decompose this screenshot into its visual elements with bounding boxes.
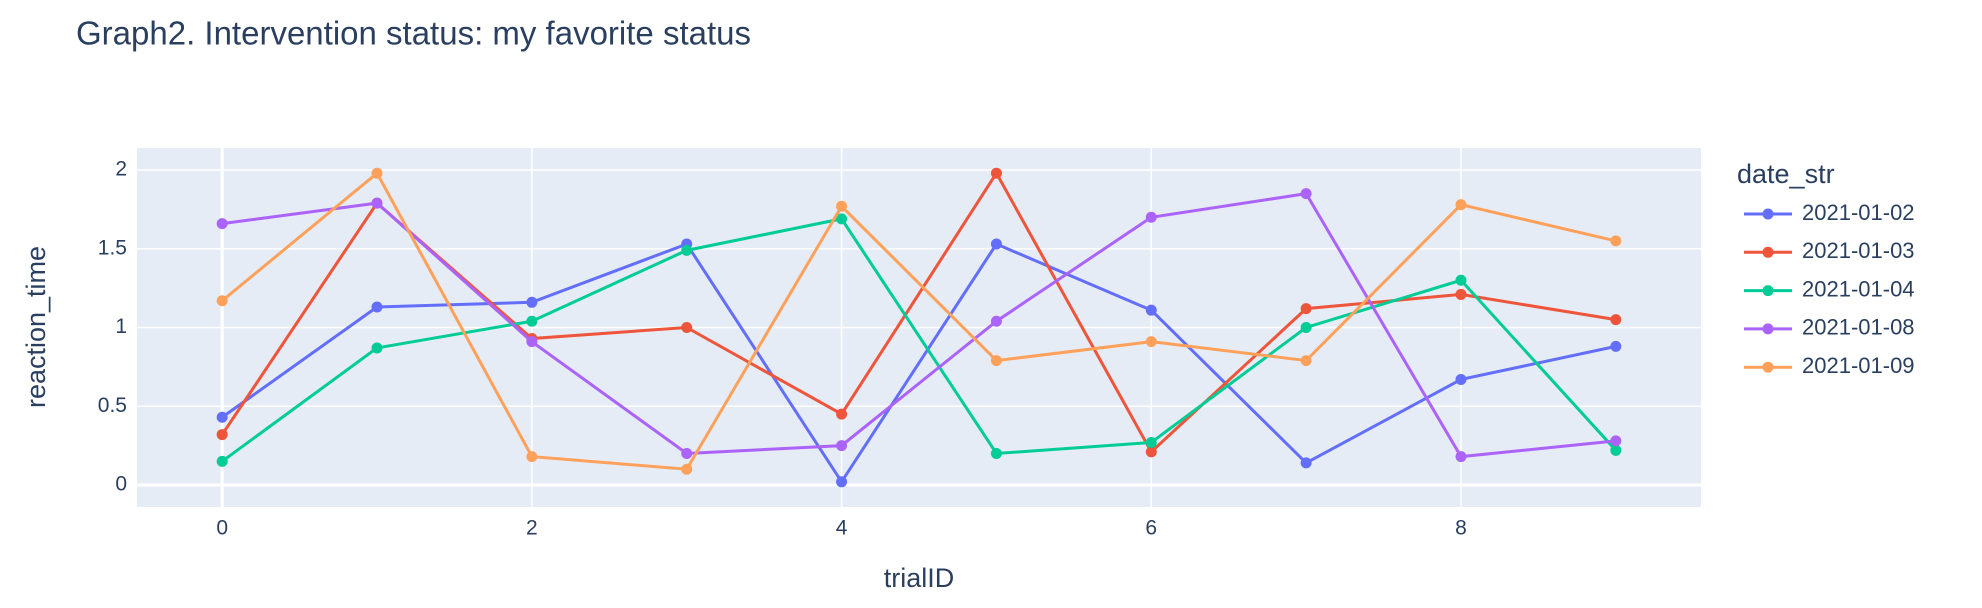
data-point bbox=[1300, 457, 1312, 469]
data-point bbox=[526, 315, 538, 327]
y-axis-label: reaction_time bbox=[21, 246, 51, 408]
data-point bbox=[1300, 355, 1312, 367]
x-axis-label: trialID bbox=[884, 563, 955, 593]
data-point bbox=[1300, 322, 1312, 333]
data-point bbox=[1300, 303, 1312, 315]
series-line bbox=[221, 192, 1616, 459]
y-tick-label: 0 bbox=[115, 473, 127, 496]
data-point bbox=[1610, 235, 1622, 247]
legend-marker bbox=[1762, 246, 1774, 258]
legend-label: 2021-01-02 bbox=[1802, 200, 1915, 225]
data-point bbox=[216, 218, 228, 230]
data-point bbox=[990, 238, 1002, 250]
legend-label: 2021-01-04 bbox=[1802, 276, 1915, 301]
data-point bbox=[526, 336, 538, 348]
data-point bbox=[216, 411, 228, 423]
data-point bbox=[1145, 446, 1157, 458]
data-point bbox=[1455, 199, 1467, 211]
data-point bbox=[1455, 373, 1467, 385]
data-point bbox=[836, 408, 848, 420]
data-point bbox=[990, 167, 1002, 179]
legend-label: 2021-01-09 bbox=[1802, 353, 1915, 378]
legend-title: date_str bbox=[1737, 159, 1835, 189]
data-point bbox=[681, 322, 693, 333]
data-point bbox=[216, 295, 228, 307]
data-point bbox=[371, 301, 383, 313]
legend-marker bbox=[1762, 361, 1774, 373]
data-point bbox=[836, 213, 848, 225]
data-point bbox=[681, 447, 693, 459]
legend-marker bbox=[1762, 323, 1774, 335]
data-point bbox=[1455, 451, 1467, 463]
data-point bbox=[1610, 314, 1622, 326]
series-line bbox=[221, 170, 1617, 471]
y-tick-label: 1 bbox=[115, 315, 127, 338]
data-point bbox=[371, 197, 383, 209]
data-point bbox=[836, 440, 848, 452]
data-point bbox=[1300, 188, 1312, 200]
data-point bbox=[1610, 340, 1622, 352]
data-point bbox=[1145, 436, 1157, 448]
chart-title: Graph2. Intervention status: my favorite… bbox=[76, 15, 751, 52]
data-point bbox=[1145, 336, 1157, 348]
data-point bbox=[681, 463, 693, 475]
x-tick-label: 2 bbox=[526, 517, 538, 540]
y-tick-label: 0.5 bbox=[98, 394, 127, 417]
y-tick-label: 1.5 bbox=[98, 236, 127, 259]
data-point bbox=[1610, 435, 1622, 447]
data-point bbox=[681, 244, 693, 256]
data-point bbox=[990, 315, 1002, 327]
legend-label: 2021-01-08 bbox=[1802, 315, 1915, 340]
data-point bbox=[836, 200, 848, 212]
legend-label: 2021-01-03 bbox=[1802, 238, 1915, 263]
data-point bbox=[1145, 211, 1157, 223]
data-point bbox=[371, 342, 383, 354]
data-point bbox=[1455, 288, 1467, 300]
data-point bbox=[1610, 444, 1622, 456]
data-point bbox=[526, 296, 538, 308]
series-line bbox=[221, 217, 1617, 463]
legend-marker bbox=[1762, 285, 1774, 297]
series-line bbox=[221, 242, 1617, 485]
x-tick-label: 8 bbox=[1455, 517, 1467, 540]
x-tick-label: 6 bbox=[1145, 517, 1157, 540]
x-tick-label: 0 bbox=[216, 517, 228, 540]
data-point bbox=[371, 167, 383, 179]
data-point bbox=[216, 455, 228, 467]
data-point bbox=[1455, 274, 1467, 286]
data-point bbox=[1145, 304, 1157, 316]
x-tick-label: 4 bbox=[836, 517, 848, 540]
data-point bbox=[216, 429, 228, 441]
data-point bbox=[526, 451, 538, 463]
data-point bbox=[990, 447, 1002, 459]
data-point bbox=[990, 355, 1002, 367]
data-point bbox=[836, 476, 848, 488]
y-tick-label: 2 bbox=[115, 158, 127, 181]
legend-marker bbox=[1762, 208, 1774, 220]
